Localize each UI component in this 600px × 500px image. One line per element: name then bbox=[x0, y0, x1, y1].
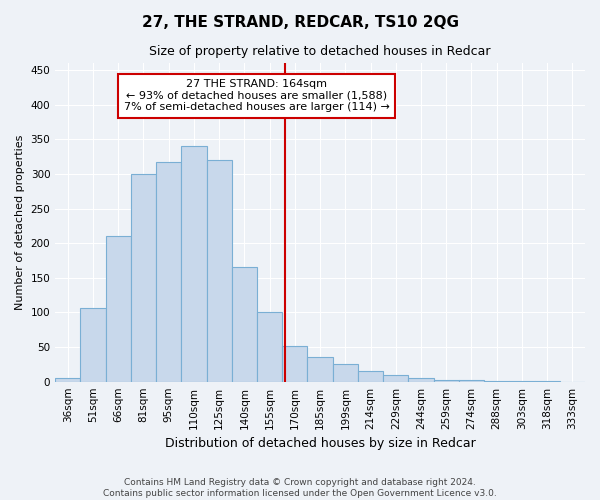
Bar bbox=[282, 346, 307, 382]
Bar bbox=[55, 378, 80, 382]
Y-axis label: Number of detached properties: Number of detached properties bbox=[15, 135, 25, 310]
Title: Size of property relative to detached houses in Redcar: Size of property relative to detached ho… bbox=[149, 45, 491, 58]
Bar bbox=[156, 162, 181, 382]
Bar bbox=[358, 370, 383, 382]
Bar bbox=[206, 160, 232, 382]
Text: Contains HM Land Registry data © Crown copyright and database right 2024.
Contai: Contains HM Land Registry data © Crown c… bbox=[103, 478, 497, 498]
Bar bbox=[484, 381, 509, 382]
Text: 27 THE STRAND: 164sqm
← 93% of detached houses are smaller (1,588)
7% of semi-de: 27 THE STRAND: 164sqm ← 93% of detached … bbox=[124, 80, 389, 112]
Bar bbox=[509, 381, 535, 382]
Bar bbox=[257, 312, 282, 382]
Bar bbox=[232, 268, 257, 382]
Bar bbox=[409, 378, 434, 382]
Bar bbox=[434, 380, 459, 382]
Bar bbox=[181, 146, 206, 382]
Bar bbox=[80, 308, 106, 382]
Bar bbox=[131, 174, 156, 382]
Bar bbox=[307, 358, 332, 382]
Bar bbox=[383, 375, 409, 382]
Text: 27, THE STRAND, REDCAR, TS10 2QG: 27, THE STRAND, REDCAR, TS10 2QG bbox=[142, 15, 458, 30]
Bar bbox=[459, 380, 484, 382]
X-axis label: Distribution of detached houses by size in Redcar: Distribution of detached houses by size … bbox=[165, 437, 475, 450]
Bar bbox=[535, 381, 560, 382]
Bar bbox=[332, 364, 358, 382]
Bar bbox=[106, 236, 131, 382]
